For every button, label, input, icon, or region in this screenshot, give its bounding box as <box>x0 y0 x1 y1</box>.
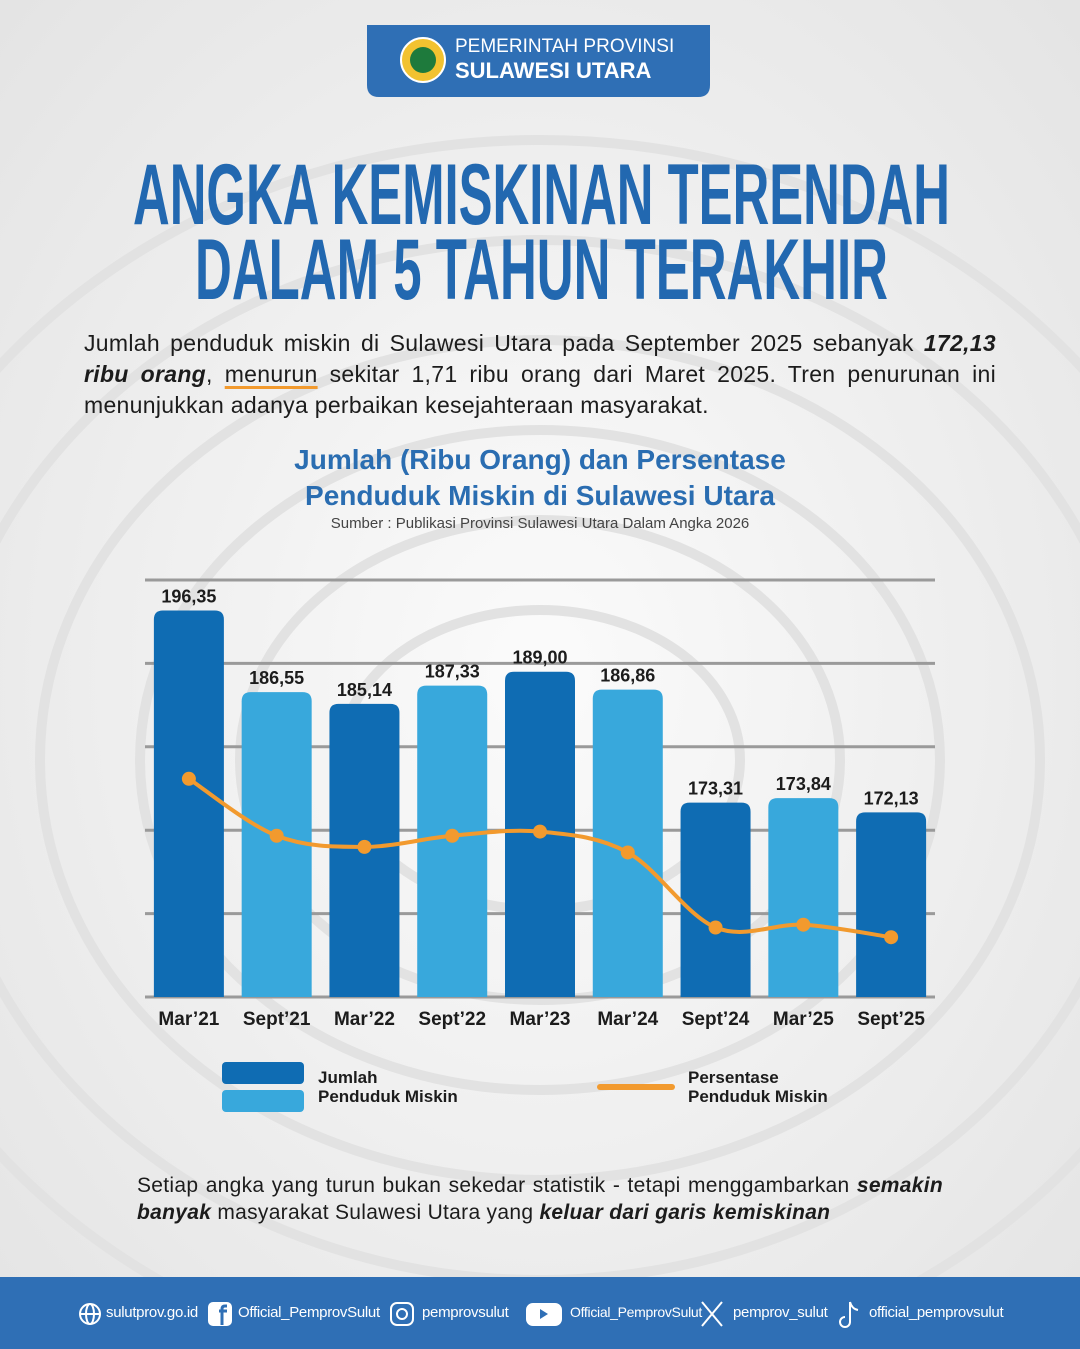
legend-swatch <box>222 1090 304 1112</box>
value-label: 186,86 <box>600 666 655 686</box>
legend-label: Jumlah Penduduk Miskin <box>318 1068 458 1106</box>
x-tick-label: Mar’24 <box>597 1009 658 1030</box>
x-tick-label: Sept’24 <box>682 1009 750 1030</box>
line-point <box>533 824 547 839</box>
value-label: 186,55 <box>249 668 304 688</box>
closing-emphasis: keluar dari garis kemiskinan <box>539 1201 831 1224</box>
bar <box>153 610 224 997</box>
x-tick-label: Sept’25 <box>857 1009 925 1030</box>
intro-text: sekitar 1,71 ribu orang dari Maret 2025.… <box>84 361 996 418</box>
bar <box>680 802 751 997</box>
line-point <box>884 930 899 945</box>
title-line1: ANGKA KEMISKINAN TERENDAH <box>133 147 950 243</box>
intro-emphasis: 172,13 ribu orang <box>84 330 996 387</box>
intro: Jumlah penduduk miskin di Sulawesi Utara… <box>84 328 996 421</box>
x-tick-label: Sept’22 <box>418 1009 486 1030</box>
value-label: 187,33 <box>425 662 480 682</box>
footer-link[interactable]: Official_PemprovSulut <box>570 1304 702 1320</box>
footer-link[interactable]: pemprov_sulut <box>733 1304 828 1321</box>
header-tab <box>367 25 710 97</box>
closing-emphasis: semakin banyak <box>137 1174 943 1224</box>
line-point <box>357 839 372 854</box>
value-label: 173,31 <box>688 779 743 799</box>
line-point <box>181 771 196 786</box>
line-point <box>445 828 460 843</box>
bar <box>592 689 663 997</box>
value-label: 189,00 <box>512 648 567 668</box>
legend-label: Persentase Penduduk Miskin <box>688 1068 828 1106</box>
intro-underline: menurun <box>224 361 318 387</box>
x-tick-label: Mar’25 <box>773 1009 834 1030</box>
x-tick-label: Mar’22 <box>334 1009 395 1030</box>
footer-link[interactable]: Official_PemprovSulut <box>238 1304 380 1321</box>
footer-link[interactable]: official_pemprovsulut <box>869 1304 1004 1321</box>
value-label: 196,35 <box>161 586 216 606</box>
bar <box>241 692 312 997</box>
line-point <box>708 920 723 935</box>
intro-text: , <box>206 361 225 387</box>
x-tick-label: Sept’21 <box>243 1009 311 1030</box>
bar <box>768 798 839 997</box>
closing-text: masyarakat Sulawesi Utara yang <box>211 1201 540 1224</box>
chart-title: Jumlah (Ribu Orang) dan Persentase Pendu… <box>294 444 786 511</box>
yt-glyph <box>540 1309 548 1319</box>
fb-glyph <box>219 1304 227 1325</box>
logo-inner <box>410 47 436 73</box>
footer-link[interactable]: sulutprov.go.id <box>106 1304 198 1321</box>
line-point <box>269 828 284 843</box>
chart-source: Sumber : Publikasi Provinsi Sulawesi Uta… <box>330 515 750 532</box>
closing-text: Setiap angka yang turun bukan sekedar st… <box>137 1174 857 1197</box>
plot: 196,35 186,55 185,14 187,33 189,00 186,86 173,… <box>145 578 935 1030</box>
value-label: 185,14 <box>337 680 392 700</box>
header-line2: SULAWESI UTARA <box>455 58 651 83</box>
legend-swatch <box>222 1062 304 1084</box>
footer-link[interactable]: pemprovsulut <box>422 1304 509 1321</box>
x-tick-label: Mar’23 <box>510 1009 571 1030</box>
value-label: 173,84 <box>776 774 831 794</box>
line-point <box>796 917 811 932</box>
bar <box>856 812 927 997</box>
value-label: 172,13 <box>864 788 919 808</box>
title-line2: DALAM 5 TAHUN TERAKHIR <box>195 222 888 318</box>
intro-text: Jumlah penduduk miskin di Sulawesi Utara… <box>84 330 924 356</box>
line-point <box>620 845 635 860</box>
closing: Setiap angka yang turun bukan sekedar st… <box>137 1172 943 1226</box>
header-line1: PEMERINTAH PROVINSI <box>455 36 674 57</box>
x-tick-label: Mar’21 <box>158 1009 219 1030</box>
